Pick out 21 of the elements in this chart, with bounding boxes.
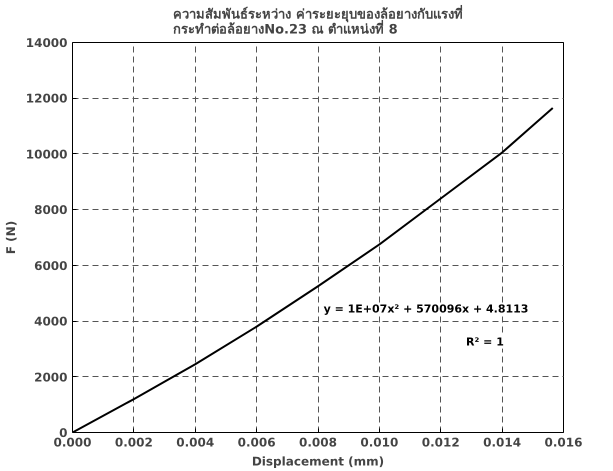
- x-axis-title: Displacement (mm): [252, 454, 384, 468]
- y-tick-label: 2000: [34, 370, 68, 384]
- chart-title: ความสัมพันธ์ระหว่าง ค่าระยะยุบของล้อยางกับแรงที่ กระทำต่อล้อยางNo.23 ณ ตำแหน่งที่ 8: [173, 4, 463, 38]
- x-tick-label: 0.002: [114, 436, 153, 450]
- annotation: R² = 1: [466, 336, 504, 349]
- x-tick-label: 0.004: [176, 436, 214, 450]
- x-tick-label: 0.016: [544, 436, 582, 450]
- y-axis-title: F (N): [4, 220, 18, 254]
- y-tick-label: 12000: [26, 92, 68, 106]
- y-tick-label: 10000: [26, 147, 68, 162]
- x-tick-label: 0.000: [54, 436, 92, 450]
- x-tick-label: 0.010: [360, 436, 398, 450]
- x-tick-label: 0.012: [422, 436, 460, 450]
- y-tick-label: 6000: [34, 258, 68, 273]
- y-tick-label: 8000: [34, 203, 68, 218]
- y-tick-label: 14000: [26, 36, 68, 50]
- x-tick-label: 0.008: [299, 436, 337, 450]
- x-tick-label: 0.014: [483, 436, 522, 450]
- x-tick-label: 0.006: [238, 436, 276, 450]
- y-tick-label: 4000: [34, 314, 68, 329]
- annotation: y = 1E+07x² + 570096x + 4.8113: [324, 302, 528, 316]
